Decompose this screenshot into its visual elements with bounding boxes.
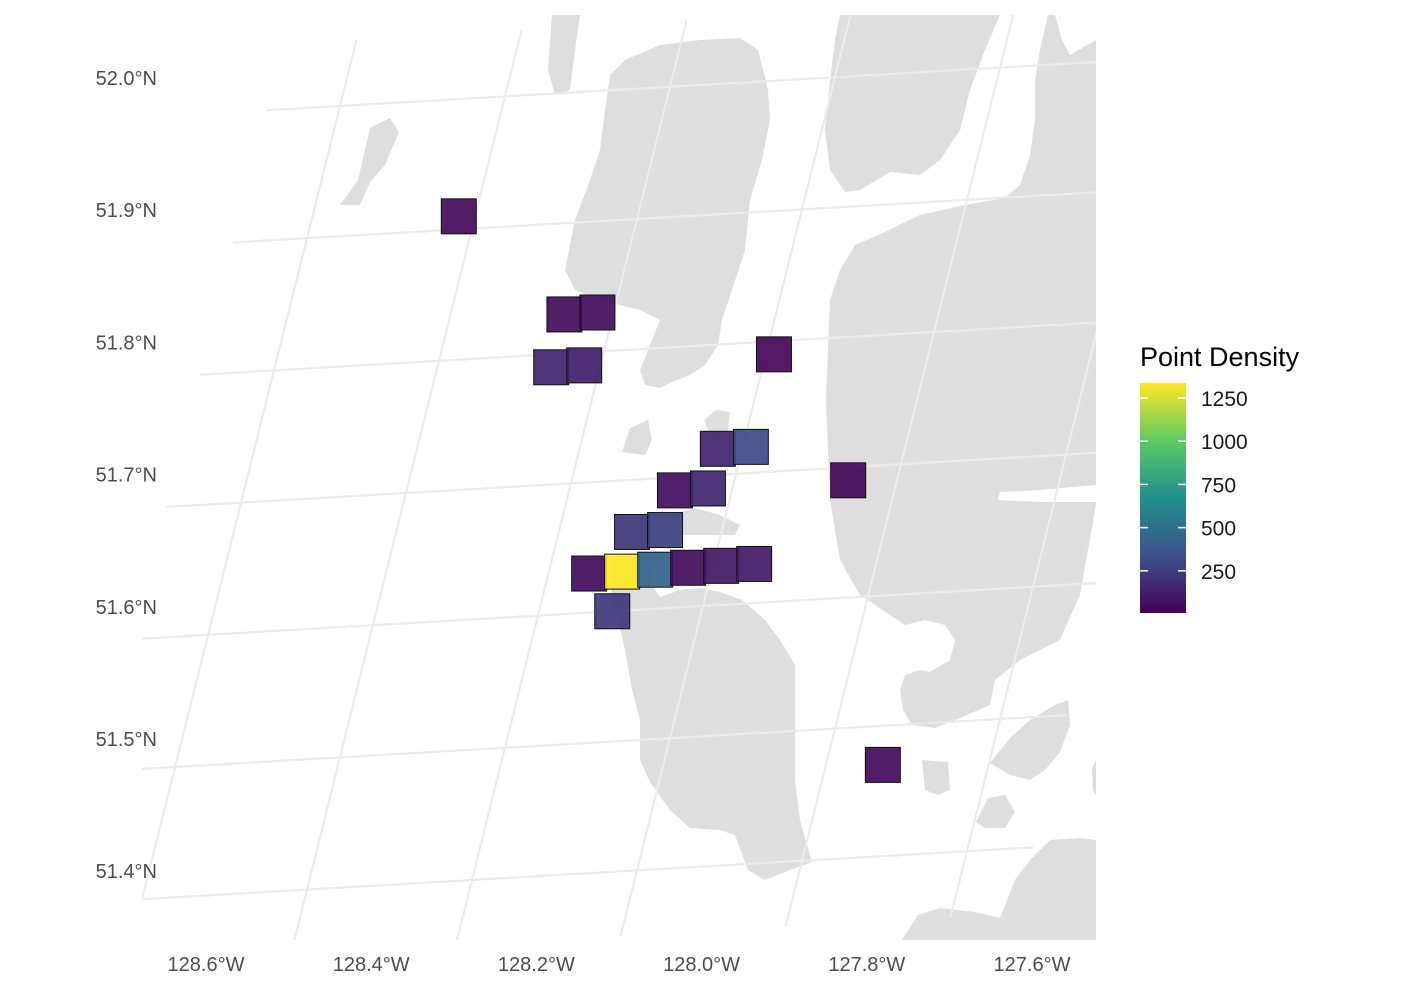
legend-break-label: 1250 [1201,388,1248,411]
parallel-line [142,714,1067,771]
density-cell [533,349,570,386]
density-cell [830,462,867,499]
longitude-label: 128.2°W [498,954,575,976]
density-cell [566,347,603,384]
latitude-label: 51.9°N [96,200,157,222]
density-cell [647,512,684,549]
latitude-label: 51.8°N [96,332,157,354]
parallel-line [142,846,1034,901]
legend-ticks: 1250 1000 750 500 250 [1140,388,1248,584]
legend-colorbar [1140,383,1186,613]
land-east-mainland [826,15,1096,728]
density-cell [571,555,608,592]
density-cells [440,198,901,783]
land-island-north-central [548,15,580,95]
latitude-label: 51.6°N [96,597,157,619]
density-cell [579,294,616,331]
land-north-east-mainland [825,15,1000,192]
longitude-label: 128.4°W [333,954,410,976]
density-cell [864,746,901,783]
land-southeast-islet-a [922,760,950,795]
density-cell [689,470,726,507]
density-cell [670,549,707,586]
legend-break-label: 1000 [1201,431,1248,454]
parallel-line [199,321,1096,376]
latitude-label: 52.0°N [96,68,157,90]
land-southeast-islet-b [976,795,1015,828]
parallel-line [265,60,1096,112]
density-cell [736,545,773,582]
density-cell [656,472,693,509]
land-island-northwest [340,118,399,205]
density-cell [732,428,769,465]
latitude-label: 51.4°N [96,861,157,883]
density-cell [604,553,641,590]
legend-break-label: 250 [1201,561,1236,584]
longitude-axis-labels: 128.6°W 128.4°W 128.2°W 128.0°W 127.8°W 127.6… [168,954,1071,976]
parallel-line [166,451,1096,509]
parallel-line [232,191,1096,244]
density-cell [546,296,583,333]
legend-title: Point Density [1140,342,1300,372]
density-cell [699,430,736,467]
land-small-islet-a [622,420,652,455]
density-cell [703,547,740,584]
land-east-edge-sliver [1092,760,1096,795]
longitude-label: 128.0°W [663,954,740,976]
legend-break-label: 750 [1201,474,1236,497]
legend-break-label: 500 [1201,518,1236,541]
density-cell [755,336,792,373]
legend: Point Density 1250 1000 750 500 250 [1140,342,1300,613]
longitude-label: 128.6°W [168,954,245,976]
graticule [142,15,1096,940]
longitude-label: 127.6°W [994,954,1071,976]
land-south-island [610,560,812,880]
density-cell [594,593,631,630]
density-cell [614,513,651,550]
latitude-label: 51.5°N [96,729,157,751]
latitude-axis-labels: 52.0°N 51.9°N 51.8°N 51.7°N 51.6°N 51.5°N 51.4… [96,68,157,883]
longitude-label: 127.8°W [828,954,905,976]
density-cell [637,551,674,588]
latitude-label: 51.7°N [96,465,157,487]
land-southeast-islet-c [990,700,1070,780]
density-cell [440,198,477,235]
